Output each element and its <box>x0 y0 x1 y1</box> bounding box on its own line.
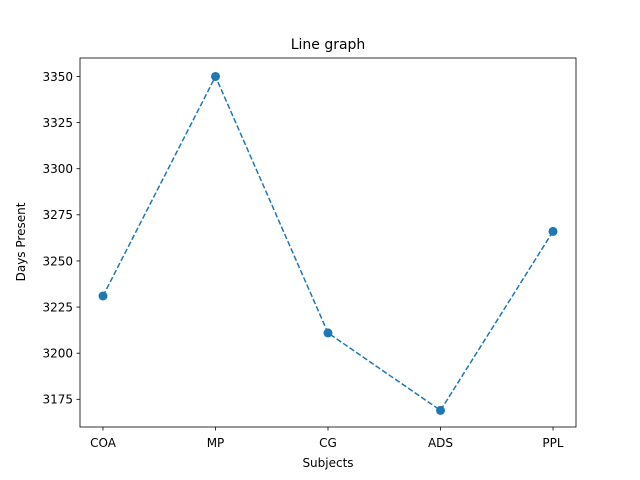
y-tick-label: 3300 <box>42 162 73 176</box>
x-tick-label: PPL <box>542 436 563 450</box>
data-point <box>436 405 445 415</box>
data-point <box>211 71 220 81</box>
y-tick-label: 3350 <box>42 70 73 84</box>
plot-area: 3175 3200 3225 3250 3275 3300 3325 3350 COA MP CG A… <box>42 57 577 450</box>
x-tick-label: MP <box>207 436 225 450</box>
data-point <box>98 291 108 301</box>
y-tick-label: 3225 <box>42 300 73 314</box>
chart-title: Line graph <box>291 37 366 53</box>
data-point <box>548 226 558 236</box>
x-tick-label: COA <box>90 436 117 450</box>
x-axis-label: Subjects <box>302 456 353 470</box>
y-tick-label: 3275 <box>42 208 73 222</box>
y-tick-label: 3325 <box>42 116 73 130</box>
series-line <box>102 74 554 412</box>
x-tick-label: ADS <box>428 436 453 450</box>
y-tick-label: 3200 <box>42 347 73 361</box>
x-tick-label: CG <box>319 436 337 450</box>
y-tick-label: 3175 <box>42 393 73 407</box>
y-axis-label: Days Present <box>14 202 28 281</box>
y-tick-label: 3250 <box>42 254 73 268</box>
plot-frame <box>79 57 577 428</box>
data-point <box>323 328 333 338</box>
